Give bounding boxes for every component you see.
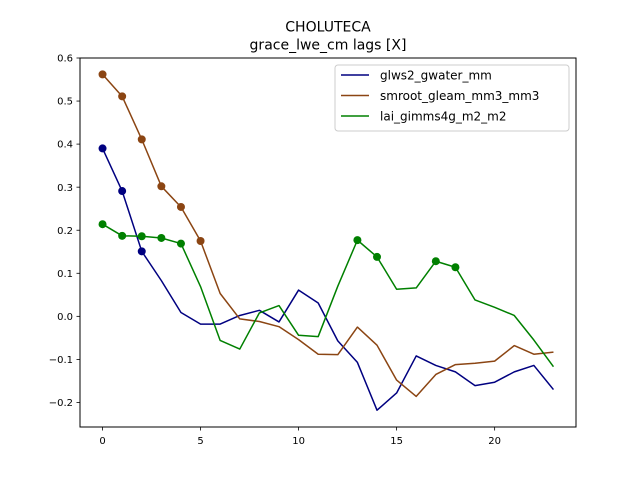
series-2-point [373, 252, 382, 261]
series-line-0 [101, 148, 555, 411]
series-2-point [98, 220, 107, 229]
chart-title: CHOLUTECA [285, 20, 371, 36]
y-tick-label: −0.2 [49, 398, 73, 409]
series-2-point [157, 233, 166, 242]
series-0-point [118, 187, 127, 196]
series-1-point [137, 135, 146, 144]
legend: glws2_gwater_mm smroot_gleam_mm3_mm3 lai_g… [334, 64, 570, 132]
series-2-point [431, 257, 440, 266]
series-1-point [176, 202, 185, 211]
plot-area [98, 70, 555, 411]
x-tick-label: 20 [488, 436, 501, 447]
y-tick-label: 0.3 [57, 183, 73, 194]
series-2-point [137, 232, 146, 241]
series-0-point [137, 247, 146, 256]
legend-label: glws2_gwater_mm [380, 69, 492, 83]
y-tick-label: 0.0 [57, 312, 73, 323]
series-1-point [157, 182, 166, 191]
x-tick-label: 15 [390, 436, 403, 447]
y-tick-label: 0.1 [57, 269, 73, 280]
series-2-point [353, 236, 362, 245]
y-tick-label: 0.2 [57, 226, 73, 237]
x-tick-label: 10 [292, 436, 305, 447]
series-1-point [98, 70, 107, 79]
series-0-point [98, 144, 107, 153]
y-tick-label: 0.6 [57, 54, 73, 65]
y-tick-label: −0.1 [49, 355, 73, 366]
y-tick-label: 0.4 [57, 140, 73, 151]
series-2-point [176, 239, 185, 248]
series-1-point [118, 92, 127, 101]
series-1-point [196, 236, 205, 245]
legend-label: smroot_gleam_mm3_mm3 [380, 89, 539, 103]
series-2-point [451, 263, 460, 272]
y-tick-label: 0.5 [57, 97, 73, 108]
x-tick-label: 0 [99, 436, 105, 447]
legend-label: lai_gimms4g_m2_m2 [380, 110, 507, 124]
legend-box [334, 64, 570, 132]
axes: 0 5 10 15 20 −0.2 −0.1 0.0 0.1 0.2 0.3 0.4 0.5 0.6 [49, 54, 501, 447]
series-line-1 [101, 73, 554, 398]
series-2-point [118, 231, 127, 240]
plot-frame [79, 57, 577, 428]
x-tick-label: 5 [197, 436, 203, 447]
chart-subtitle: grace_lwe_cm lags [X] [250, 38, 407, 54]
